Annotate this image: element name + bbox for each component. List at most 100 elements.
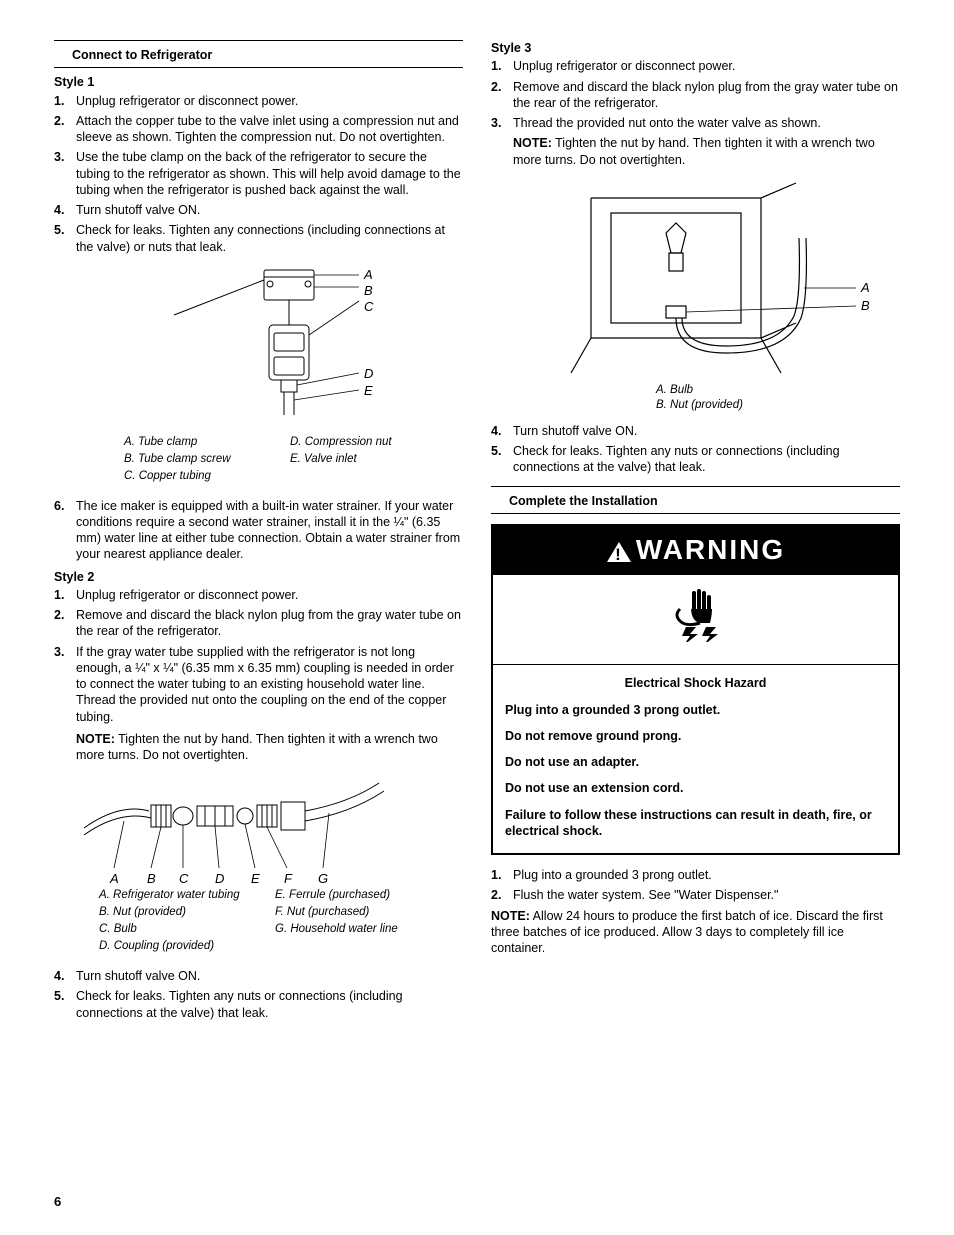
warning-subhead: Electrical Shock Hazard: [505, 675, 886, 691]
page-columns: Connect to Refrigerator Style 1 1.Unplug…: [54, 40, 900, 1025]
svg-text:C: C: [179, 871, 189, 886]
list-num: 4.: [54, 202, 76, 218]
list-num: 5.: [491, 443, 513, 476]
legend-item: C. Copper tubing: [124, 469, 274, 484]
list-text: Unplug refrigerator or disconnect power.: [513, 58, 900, 74]
note-label: NOTE:: [491, 909, 530, 923]
complete-note: NOTE: Allow 24 hours to produce the firs…: [491, 908, 900, 957]
fig-label: B: [364, 283, 373, 298]
style1-list: 1.Unplug refrigerator or disconnect powe…: [54, 93, 463, 255]
refrigerator-back-diagram-icon: A B A. Bulb B. Nut (provided): [546, 178, 876, 413]
list-num: 4.: [54, 968, 76, 984]
electrical-shock-icon: [666, 587, 726, 642]
style3-list: 1.Unplug refrigerator or disconnect powe…: [491, 58, 900, 168]
note-label: NOTE:: [513, 136, 552, 150]
list-text: Thread the provided nut onto the water v…: [513, 115, 900, 168]
style3-heading: Style 3: [491, 40, 900, 56]
style1-list-cont: 6.The ice maker is equipped with a built…: [54, 498, 463, 563]
warning-line: Plug into a grounded 3 prong outlet.: [505, 702, 886, 718]
list-num: 5.: [54, 988, 76, 1021]
right-column: Style 3 1.Unplug refrigerator or disconn…: [491, 40, 900, 1025]
legend-item: E. Valve inlet: [290, 452, 392, 467]
warning-body: Electrical Shock Hazard Plug into a grou…: [493, 664, 898, 853]
list-num: 3.: [54, 149, 76, 198]
legend-item: B. Nut (provided): [656, 399, 743, 411]
warning-line: Failure to follow these instructions can…: [505, 807, 886, 840]
svg-text:A: A: [860, 280, 870, 295]
list-num: 2.: [491, 79, 513, 112]
style1-legend: A. Tube clamp B. Tube clamp screw C. Cop…: [124, 435, 463, 488]
warning-triangle-icon: !: [606, 540, 632, 564]
svg-text:!: !: [615, 545, 623, 564]
fig-label: A: [363, 267, 373, 282]
style2-list: 1.Unplug refrigerator or disconnect powe…: [54, 587, 463, 764]
style2-legend: A. Refrigerator water tubing B. Nut (pro…: [79, 888, 463, 958]
svg-text:D: D: [215, 871, 224, 886]
list-text: Turn shutoff valve ON.: [76, 968, 463, 984]
svg-text:E: E: [251, 871, 260, 886]
section-title-connect: Connect to Refrigerator: [54, 40, 463, 68]
style1-figure: A B C D E A. Tube clamp B. Tube clamp sc…: [54, 265, 463, 488]
list-num: 1.: [54, 587, 76, 603]
legend-item: F. Nut (purchased): [275, 905, 398, 920]
legend-item: G. Household water line: [275, 922, 398, 937]
list-text: Remove and discard the black nylon plug …: [513, 79, 900, 112]
page-number: 6: [54, 1194, 61, 1211]
complete-list: 1.Plug into a grounded 3 prong outlet. 2…: [491, 867, 900, 904]
list-text: Plug into a grounded 3 prong outlet.: [513, 867, 900, 883]
valve-diagram-icon: A B C D E: [124, 265, 404, 435]
style2-heading: Style 2: [54, 569, 463, 585]
style2-figure: A B C D E F G A. Refrigerator water tubi…: [54, 773, 463, 958]
list-text: Attach the copper tube to the valve inle…: [76, 113, 463, 146]
legend-item: B. Tube clamp screw: [124, 452, 274, 467]
svg-text:F: F: [284, 871, 293, 886]
legend-item: D. Compression nut: [290, 435, 392, 450]
list-num: 1.: [491, 58, 513, 74]
list-text: Unplug refrigerator or disconnect power.: [76, 587, 463, 603]
list-num: 3.: [54, 644, 76, 764]
list-text: Unplug refrigerator or disconnect power.: [76, 93, 463, 109]
warning-title: WARNING: [636, 534, 785, 565]
legend-item: D. Coupling (provided): [99, 939, 259, 954]
list-text: Check for leaks. Tighten any nuts or con…: [513, 443, 900, 476]
warning-icon-row: [493, 575, 898, 664]
list-num: 6.: [54, 498, 76, 563]
warning-line: Do not remove ground prong.: [505, 728, 886, 744]
legend-item: B. Nut (provided): [99, 905, 259, 920]
legend-item: A. Refrigerator water tubing: [99, 888, 259, 903]
section-title-complete: Complete the Installation: [491, 486, 900, 514]
item-body: Thread the provided nut onto the water v…: [513, 116, 821, 130]
coupling-diagram-icon: A B C D E F G: [79, 773, 399, 888]
list-text: Check for leaks. Tighten any connections…: [76, 222, 463, 255]
note-label: NOTE:: [76, 732, 115, 746]
list-text: Use the tube clamp on the back of the re…: [76, 149, 463, 198]
style2-list-cont: 4.Turn shutoff valve ON. 5.Check for lea…: [54, 968, 463, 1021]
list-text: If the gray water tube supplied with the…: [76, 644, 463, 764]
list-num: 2.: [54, 607, 76, 640]
list-text: Turn shutoff valve ON.: [76, 202, 463, 218]
fig-label: D: [364, 366, 373, 381]
list-num: 3.: [491, 115, 513, 168]
warning-box: !WARNING Electrical: [491, 524, 900, 855]
legend-item: E. Ferrule (purchased): [275, 888, 398, 903]
style3-figure: A B A. Bulb B. Nut (provided): [491, 178, 900, 413]
legend-item: A. Tube clamp: [124, 435, 274, 450]
fig-label: C: [364, 299, 374, 314]
item-body: If the gray water tube supplied with the…: [76, 645, 454, 724]
fig-label: E: [364, 383, 373, 398]
list-text: Flush the water system. See "Water Dispe…: [513, 887, 900, 903]
list-text: Check for leaks. Tighten any nuts or con…: [76, 988, 463, 1021]
list-num: 5.: [54, 222, 76, 255]
warning-line: Do not use an adapter.: [505, 754, 886, 770]
warning-line: Do not use an extension cord.: [505, 780, 886, 796]
svg-text:B: B: [861, 298, 870, 313]
list-text: Turn shutoff valve ON.: [513, 423, 900, 439]
svg-text:B: B: [147, 871, 156, 886]
warning-header: ! WARNING: [493, 526, 898, 575]
legend-item: C. Bulb: [99, 922, 259, 937]
list-text: Remove and discard the black nylon plug …: [76, 607, 463, 640]
left-column: Connect to Refrigerator Style 1 1.Unplug…: [54, 40, 463, 1025]
note-text: Tighten the nut by hand. Then tighten it…: [76, 732, 438, 762]
list-num: 2.: [491, 887, 513, 903]
style1-heading: Style 1: [54, 74, 463, 90]
